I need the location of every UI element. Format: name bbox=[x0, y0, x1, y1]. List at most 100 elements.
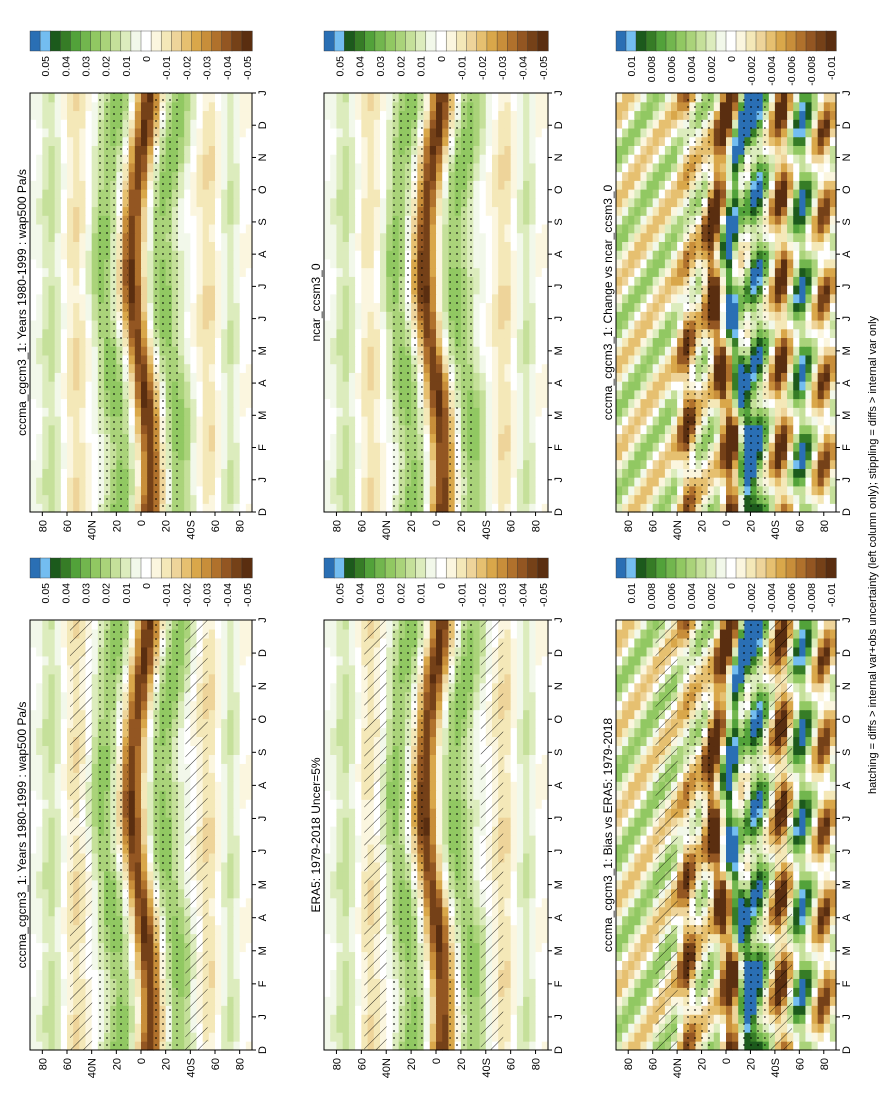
heatmap-cell bbox=[805, 942, 813, 953]
heatmap-cell bbox=[504, 709, 512, 720]
heatmap-cell bbox=[178, 987, 185, 997]
heatmap-cell bbox=[91, 727, 99, 738]
heatmap-cell bbox=[634, 718, 642, 729]
heatmap-cell bbox=[762, 1014, 770, 1024]
heatmap-cell bbox=[147, 879, 154, 890]
heatmap-cell bbox=[245, 664, 253, 675]
heatmap-cell bbox=[423, 637, 431, 648]
heatmap-cell bbox=[628, 1023, 635, 1033]
heatmap-cell bbox=[436, 620, 443, 630]
heatmap-cell bbox=[91, 655, 99, 666]
heatmap-cell bbox=[473, 620, 481, 630]
heatmap-cell bbox=[504, 915, 512, 926]
heatmap-cell bbox=[239, 1005, 247, 1015]
heatmap-cell bbox=[221, 664, 228, 675]
heatmap-cell bbox=[386, 870, 394, 881]
heatmap-cell bbox=[516, 637, 524, 648]
heatmap-cell bbox=[355, 691, 362, 702]
heatmap-cell bbox=[233, 835, 241, 845]
heatmap-cell bbox=[233, 718, 241, 729]
heatmap-cell bbox=[60, 808, 68, 818]
heatmap-cell bbox=[541, 951, 549, 962]
heatmap-cell bbox=[60, 628, 68, 639]
heatmap-cell bbox=[48, 933, 56, 944]
heatmap-cell bbox=[634, 960, 642, 970]
heatmap-cell bbox=[30, 772, 37, 782]
heatmap-cell bbox=[429, 655, 437, 666]
heatmap-cell bbox=[805, 817, 813, 827]
heatmap-cell bbox=[817, 969, 825, 979]
heatmap-cell bbox=[128, 781, 136, 791]
heatmap-cell bbox=[36, 790, 43, 800]
heatmap-cell bbox=[128, 736, 136, 747]
heatmap-cell bbox=[48, 942, 56, 953]
heatmap-cell bbox=[348, 691, 356, 702]
heatmap-cell bbox=[799, 861, 807, 872]
heatmap-cell bbox=[510, 700, 518, 711]
heatmap-cell bbox=[221, 799, 228, 809]
heatmap-cell bbox=[829, 1041, 837, 1051]
heatmap-cell bbox=[91, 835, 99, 845]
heatmap-cell bbox=[336, 772, 344, 782]
heatmap-cell bbox=[42, 691, 50, 702]
heatmap-cell bbox=[793, 1032, 800, 1042]
heatmap-cell bbox=[646, 843, 654, 854]
heatmap-cell bbox=[510, 727, 518, 738]
heatmap-cell bbox=[48, 861, 56, 872]
heatmap-cell bbox=[147, 646, 154, 657]
colorbar-p2: 0.05 0.04 0.03 0.02 0.01 0 -0.01 -0.02 -0.03 -0.0… bbox=[323, 557, 550, 607]
heatmap-cell bbox=[762, 915, 770, 926]
heatmap-cell bbox=[732, 817, 739, 827]
heatmap-cell bbox=[677, 888, 684, 899]
heatmap-cell bbox=[42, 655, 50, 666]
heatmap-cell bbox=[48, 888, 56, 899]
heatmap-cell bbox=[141, 924, 148, 935]
heatmap-cell bbox=[221, 924, 228, 935]
heatmap-cell bbox=[233, 709, 241, 720]
heatmap-cell bbox=[324, 682, 331, 693]
heatmap-cell bbox=[48, 763, 56, 773]
month-tick-label: J bbox=[553, 816, 565, 822]
heatmap-cell bbox=[817, 960, 825, 970]
heatmap-cell bbox=[646, 978, 654, 988]
heatmap-cell bbox=[811, 852, 819, 863]
heatmap-cell bbox=[342, 709, 350, 720]
heatmap-cell bbox=[342, 817, 350, 827]
heatmap-cell bbox=[208, 835, 216, 845]
heatmap-cell bbox=[178, 620, 185, 630]
heatmap-cell bbox=[634, 709, 642, 720]
heatmap-cell bbox=[60, 736, 68, 747]
heatmap-cell bbox=[523, 691, 530, 702]
hatch-region bbox=[70, 620, 93, 1050]
heatmap-cell bbox=[436, 736, 443, 747]
heatmap-cell bbox=[523, 736, 530, 747]
heatmap-cell bbox=[134, 817, 142, 827]
heatmap-cell bbox=[239, 1014, 247, 1024]
heatmap-cell bbox=[147, 790, 154, 800]
heatmap-cell bbox=[799, 987, 807, 997]
heatmap-cell bbox=[535, 915, 543, 926]
heatmap-cell bbox=[713, 987, 721, 997]
heatmap-cell bbox=[208, 1005, 216, 1015]
heatmap-cell bbox=[233, 861, 241, 872]
heatmap-cell bbox=[622, 1005, 629, 1015]
heatmap-cell bbox=[215, 960, 222, 970]
heatmap-cell bbox=[541, 835, 549, 845]
heatmap-cell bbox=[628, 826, 635, 836]
heatmap-cell bbox=[523, 745, 530, 755]
heatmap-cell bbox=[436, 655, 443, 666]
heatmap-cell bbox=[239, 700, 247, 711]
heatmap-cell bbox=[436, 772, 443, 782]
heatmap-cell bbox=[732, 960, 739, 970]
heatmap-cell bbox=[677, 709, 684, 720]
heatmap-cell bbox=[640, 763, 648, 773]
heatmap-cell bbox=[628, 727, 635, 738]
heatmap-cell bbox=[516, 915, 524, 926]
heatmap-cell bbox=[324, 772, 331, 782]
heatmap-cell bbox=[245, 960, 253, 970]
heatmap-cell bbox=[811, 897, 819, 908]
heatmap-cell bbox=[91, 969, 99, 979]
heatmap-cell bbox=[622, 790, 629, 800]
heatmap-cell bbox=[817, 1041, 825, 1051]
heatmap-cell bbox=[442, 960, 450, 970]
